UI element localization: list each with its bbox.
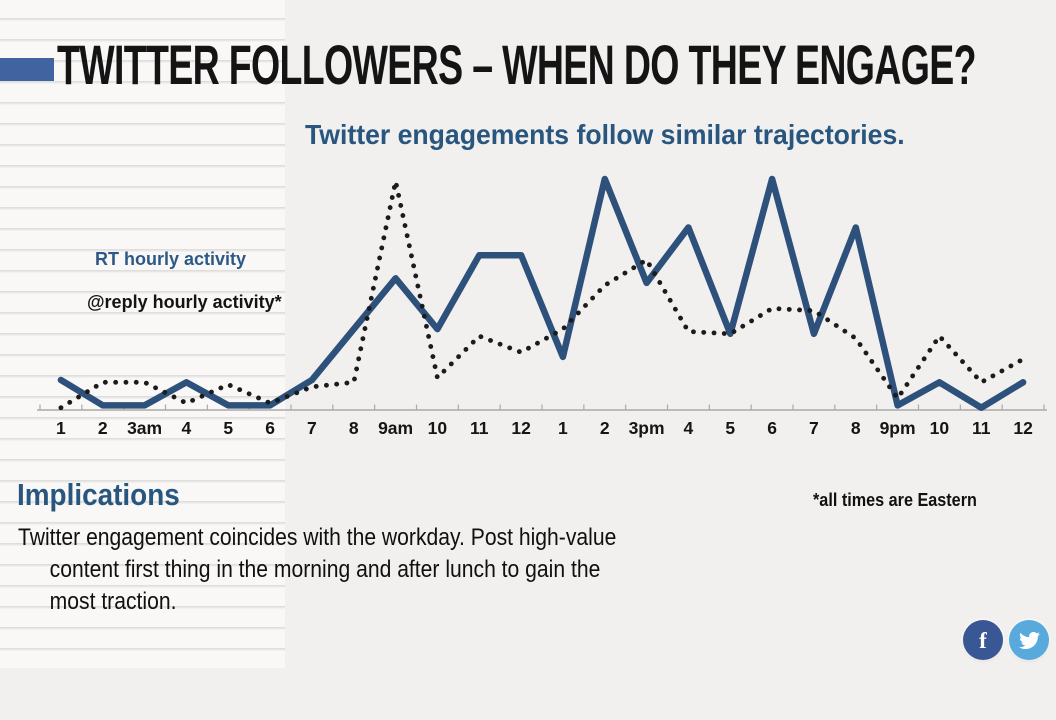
x-axis-label: 8	[851, 418, 861, 438]
x-axis-label: 9am	[378, 418, 413, 438]
implications-heading: Implications	[17, 477, 180, 512]
x-axis-label: 12	[511, 418, 531, 438]
title-accent-bar	[0, 58, 54, 81]
x-axis-label: 9pm	[880, 418, 916, 438]
facebook-icon[interactable]: f	[963, 620, 1003, 660]
x-axis-label: 3am	[127, 418, 162, 438]
x-axis-label: 12	[1013, 418, 1033, 438]
social-buttons: f	[963, 620, 1049, 660]
twitter-icon[interactable]	[1009, 620, 1049, 660]
implications-body-line: content first thing in the morning and a…	[49, 556, 601, 583]
legend-reply-hourly-activity: @reply hourly activity*	[87, 292, 282, 312]
chart-subtitle: Twitter engagements follow similar traje…	[305, 119, 905, 150]
timezone-footnote: *all times are Eastern	[813, 490, 977, 510]
x-axis-label: 10	[428, 418, 448, 438]
page-title: TWITTER FOLLOWERS – WHEN DO THEY ENGAGE?	[57, 33, 977, 96]
x-axis-label: 8	[349, 418, 359, 438]
implications-body-line: Twitter engagement coincides with the wo…	[18, 524, 617, 551]
legend-rt-hourly-activity: RT hourly activity	[95, 249, 247, 269]
x-axis-label: 6	[265, 418, 275, 438]
x-axis-label: 5	[223, 418, 233, 438]
implications-body-line: most traction.	[49, 588, 177, 615]
implications-body: Twitter engagement coincides with the wo…	[18, 522, 616, 618]
x-axis-label: 10	[930, 418, 950, 438]
x-axis-label: 5	[725, 418, 735, 438]
reply-series-line	[58, 178, 1026, 411]
x-axis-label: 1	[558, 418, 568, 438]
rt-series-line	[57, 175, 1027, 411]
x-axis-label: 2	[600, 418, 610, 438]
x-axis-label: 6	[767, 418, 777, 438]
x-axis-label: 11	[470, 418, 489, 438]
twitter-bird-glyph	[1018, 631, 1040, 649]
x-axis-label: 2	[98, 418, 108, 438]
x-axis-label: 4	[684, 418, 694, 438]
x-axis-label: 11	[972, 418, 991, 438]
lined-paper-background	[0, 0, 285, 668]
x-axis-label: 7	[307, 418, 317, 438]
x-axis-label: 4	[182, 418, 192, 438]
facebook-f-glyph: f	[979, 627, 987, 653]
x-axis-label: 7	[809, 418, 819, 438]
x-axis-label: 3pm	[629, 418, 665, 438]
x-axis-label: 1	[56, 418, 66, 438]
